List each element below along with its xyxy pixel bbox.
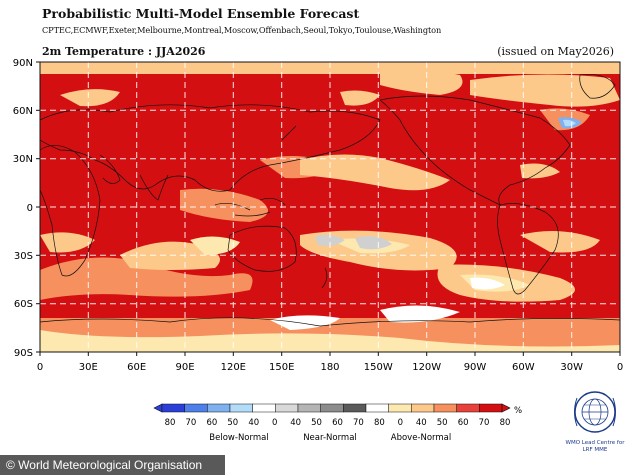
- field-siberia-pale: [340, 90, 380, 106]
- colorbar-tick-label: 70: [186, 418, 197, 428]
- lat-label-60s: 60S: [14, 299, 33, 310]
- colorbar-cell: [479, 403, 503, 413]
- colorbar-tick-label: 60: [332, 418, 343, 428]
- map-title: Probabilistic Multi-Model Ensemble Forec…: [42, 6, 360, 21]
- field-white-patch-south-2: [380, 305, 460, 323]
- field-eurasia-pale: [60, 89, 120, 107]
- colorbar-tick-label: 70: [353, 418, 364, 428]
- colorbar-cell: [320, 403, 344, 413]
- lat-label-90s: 90S: [14, 348, 33, 359]
- colorbar-cell: [184, 403, 208, 413]
- graticule: [40, 62, 620, 352]
- colorbar-tick-label: 50: [227, 418, 238, 428]
- lon-label-150w: 150W: [364, 362, 393, 373]
- field-white-patch-south: [270, 315, 340, 330]
- colorbar-tick-label: 40: [290, 418, 301, 428]
- field-indian-ocean-lightest: [190, 236, 240, 255]
- colorbar-tick-label: 80: [500, 418, 511, 428]
- colorbar: % 80 70 60 50 40 0 40 50 60 70 80 0 40 50 60 70 80 Below…: [153, 403, 522, 443]
- colorbar-tick-label: 0: [398, 418, 403, 428]
- colorbar-right-arrow: [501, 403, 511, 413]
- colorbar-tick-label: 40: [248, 418, 259, 428]
- colorbar-tick-label: 50: [311, 418, 322, 428]
- lon-label-90w: 90W: [464, 362, 487, 373]
- lat-label-30n: 30N: [13, 154, 33, 165]
- axis-ticks: [36, 61, 621, 356]
- field-north-pacific-tongue: [300, 154, 450, 191]
- colorbar-unit: %: [514, 406, 522, 416]
- field-near-normal-1: [315, 234, 345, 246]
- lon-label-90e: 90E: [175, 362, 194, 373]
- lon-label-120e: 120E: [221, 362, 246, 373]
- contributing-centres: CPTEC,ECMWF,Exeter,Melbourne,Montreal,Mo…: [42, 25, 442, 35]
- colorbar-tick-labels: 80 70 60 50 40 0 40 50 60 70 80 0 40 50 60 70 80: [165, 418, 511, 428]
- colorbar-cell: [252, 403, 276, 413]
- colorbar-tick-label: 0: [272, 418, 277, 428]
- lat-label-90n: 90N: [13, 58, 33, 69]
- field-south-atlantic-pale: [520, 231, 600, 253]
- field-atlantic-pale: [520, 163, 560, 179]
- colorbar-cell: [161, 403, 185, 413]
- lon-label-120w: 120W: [412, 362, 441, 373]
- colorbar-cell: [207, 403, 231, 413]
- field-white-patch: [470, 277, 505, 290]
- colorbar-cells: [161, 403, 503, 413]
- below-normal-label: Below-Normal: [209, 433, 268, 443]
- map-subtitle: 2m Temperature : JJA2026: [42, 45, 206, 58]
- field-bering-pale: [380, 69, 463, 95]
- colorbar-tick-label: 80: [374, 418, 385, 428]
- lon-label-60e: 60E: [127, 362, 146, 373]
- colorbar-cell: [297, 403, 321, 413]
- lat-label-60n: 60N: [13, 106, 33, 117]
- colorbar-tick-label: 60: [458, 418, 469, 428]
- colorbar-cell: [388, 403, 412, 413]
- lon-label-30w: 30W: [560, 362, 583, 373]
- wmo-logo: [574, 391, 616, 433]
- near-normal-label: Near-Normal: [303, 433, 357, 443]
- latitude-labels: 90N 60N 30N 0 30S 60S 90S: [13, 58, 33, 359]
- issue-date: (issued on May2026): [497, 45, 614, 58]
- lat-label-30s: 30S: [14, 251, 33, 262]
- colorbar-cell: [365, 403, 389, 413]
- colorbar-cell: [456, 403, 480, 413]
- colorbar-tick-label: 60: [206, 418, 217, 428]
- above-normal-label: Above-Normal: [391, 433, 452, 443]
- lon-label-0: 0: [37, 362, 43, 373]
- field-south-indian-ocean: [40, 257, 253, 300]
- colorbar-cell: [229, 403, 253, 413]
- colorbar-tick-label: 50: [437, 418, 448, 428]
- lon-label-30e: 30E: [79, 362, 98, 373]
- lon-label-0-end: 0: [617, 362, 623, 373]
- field-below-normal-40: [563, 119, 576, 127]
- coastlines: [40, 74, 620, 327]
- field-maritime-continent: [180, 188, 268, 222]
- colorbar-cell: [433, 403, 457, 413]
- colorbar-cell: [343, 403, 367, 413]
- footer-credit: © World Meteorological Organisation: [0, 455, 225, 475]
- lon-label-60w: 60W: [512, 362, 535, 373]
- longitude-labels: 0 30E 60E 90E 120E 150E 180 150W 120W 90…: [37, 362, 623, 373]
- field-indian-ocean-pale: [120, 241, 220, 270]
- colorbar-tick-label: 40: [416, 418, 427, 428]
- field-near-normal-2: [355, 236, 392, 250]
- lon-label-180: 180: [320, 362, 339, 373]
- lon-label-150e: 150E: [269, 362, 294, 373]
- colorbar-tick-label: 80: [165, 418, 176, 428]
- colorbar-cell: [275, 403, 299, 413]
- colorbar-tick-label: 70: [479, 418, 490, 428]
- colorbar-left-arrow: [153, 403, 163, 413]
- colorbar-cell: [411, 403, 435, 413]
- lat-label-eq: 0: [27, 203, 33, 214]
- field-north-america-arctic: [470, 74, 620, 107]
- wmo-lead-centre-text: WMO Lead Centre for LRF MME: [565, 440, 625, 453]
